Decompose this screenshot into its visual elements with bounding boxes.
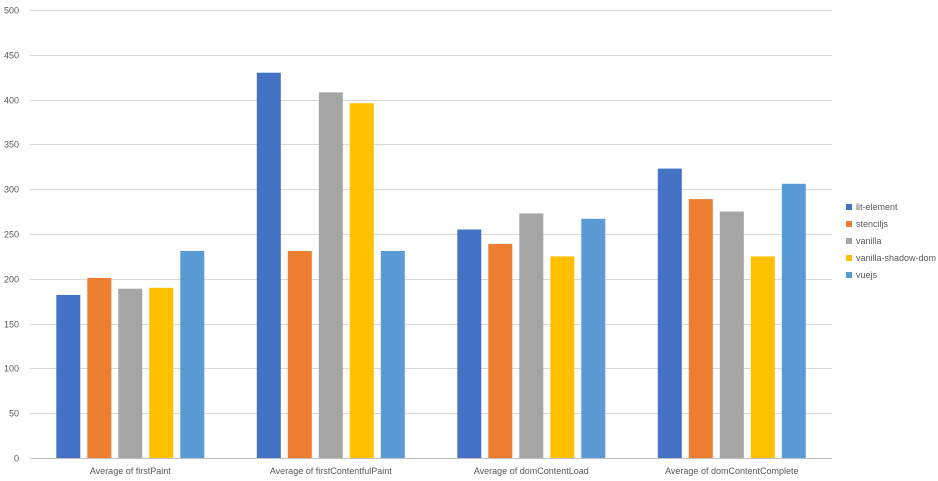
bars xyxy=(56,72,806,459)
bar-vanilla-0[interactable] xyxy=(118,288,143,458)
bar-vanilla-1[interactable] xyxy=(318,92,343,459)
bar-vuejs-0[interactable] xyxy=(180,251,205,458)
legend-swatch xyxy=(846,238,852,244)
legend-label: stenciljs xyxy=(856,219,889,229)
y-tick-label: 500 xyxy=(4,6,19,16)
bar-vuejs-1[interactable] xyxy=(380,251,405,458)
x-category-label: Average of firstPaint xyxy=(90,466,171,476)
y-tick-label: 250 xyxy=(4,230,19,240)
bar-vanilla-shadow-dom-2[interactable] xyxy=(550,256,575,458)
legend-swatch xyxy=(846,255,852,261)
bar-vanilla-2[interactable] xyxy=(519,213,544,458)
bar-stenciljs-0[interactable] xyxy=(87,277,112,458)
legend[interactable]: lit-element stenciljs vanilla vanilla-shado… xyxy=(846,202,936,280)
bar-lit-element-2[interactable] xyxy=(457,229,482,459)
bar-vanilla-3[interactable] xyxy=(719,211,744,458)
legend-item-vanilla-shadow-dom[interactable]: vanilla-shadow-dom xyxy=(846,253,936,263)
legend-label: vuejs xyxy=(856,270,878,280)
y-tick-label: 350 xyxy=(4,140,19,150)
y-tick-label: 150 xyxy=(4,320,19,330)
legend-swatch xyxy=(846,272,852,278)
y-tick-label: 450 xyxy=(4,51,19,61)
x-category-label: Average of firstContentfulPaint xyxy=(270,466,392,476)
bar-vanilla-shadow-dom-3[interactable] xyxy=(750,256,775,458)
legend-item-vanilla[interactable]: vanilla xyxy=(846,236,882,246)
y-tick-label: 0 xyxy=(14,454,19,464)
y-tick-label: 50 xyxy=(9,409,19,419)
legend-label: lit-element xyxy=(856,202,898,212)
y-tick-label: 400 xyxy=(4,96,19,106)
bar-stenciljs-1[interactable] xyxy=(287,251,312,458)
bar-vanilla-shadow-dom-0[interactable] xyxy=(149,287,174,458)
legend-label: vanilla-shadow-dom xyxy=(856,253,936,263)
legend-swatch xyxy=(846,204,852,210)
legend-item-vuejs[interactable]: vuejs xyxy=(846,270,878,280)
bar-lit-element-3[interactable] xyxy=(657,168,682,458)
bar-stenciljs-2[interactable] xyxy=(488,243,513,458)
bar-vanilla-shadow-dom-1[interactable] xyxy=(349,103,374,458)
legend-item-stenciljs[interactable]: stenciljs xyxy=(846,219,889,229)
bar-vuejs-2[interactable] xyxy=(581,218,606,458)
x-category-label: Average of domContentComplete xyxy=(665,466,798,476)
bar-vuejs-3[interactable] xyxy=(781,183,806,459)
bar-stenciljs-3[interactable] xyxy=(688,199,713,458)
legend-swatch xyxy=(846,221,852,227)
legend-label: vanilla xyxy=(856,236,882,246)
y-tick-label: 200 xyxy=(4,275,19,285)
bar-lit-element-0[interactable] xyxy=(56,294,81,458)
x-axis-category-labels: Average of firstPaint Average of firstCon… xyxy=(90,466,799,476)
legend-item-lit-element[interactable]: lit-element xyxy=(846,202,898,212)
y-axis-tick-labels: 0 50 100 150 200 250 300 350 400 450 500 xyxy=(4,6,19,464)
bar-lit-element-1[interactable] xyxy=(256,72,281,458)
y-tick-label: 300 xyxy=(4,185,19,195)
x-category-label: Average of domContentLoad xyxy=(474,466,589,476)
y-tick-label: 100 xyxy=(4,364,19,374)
